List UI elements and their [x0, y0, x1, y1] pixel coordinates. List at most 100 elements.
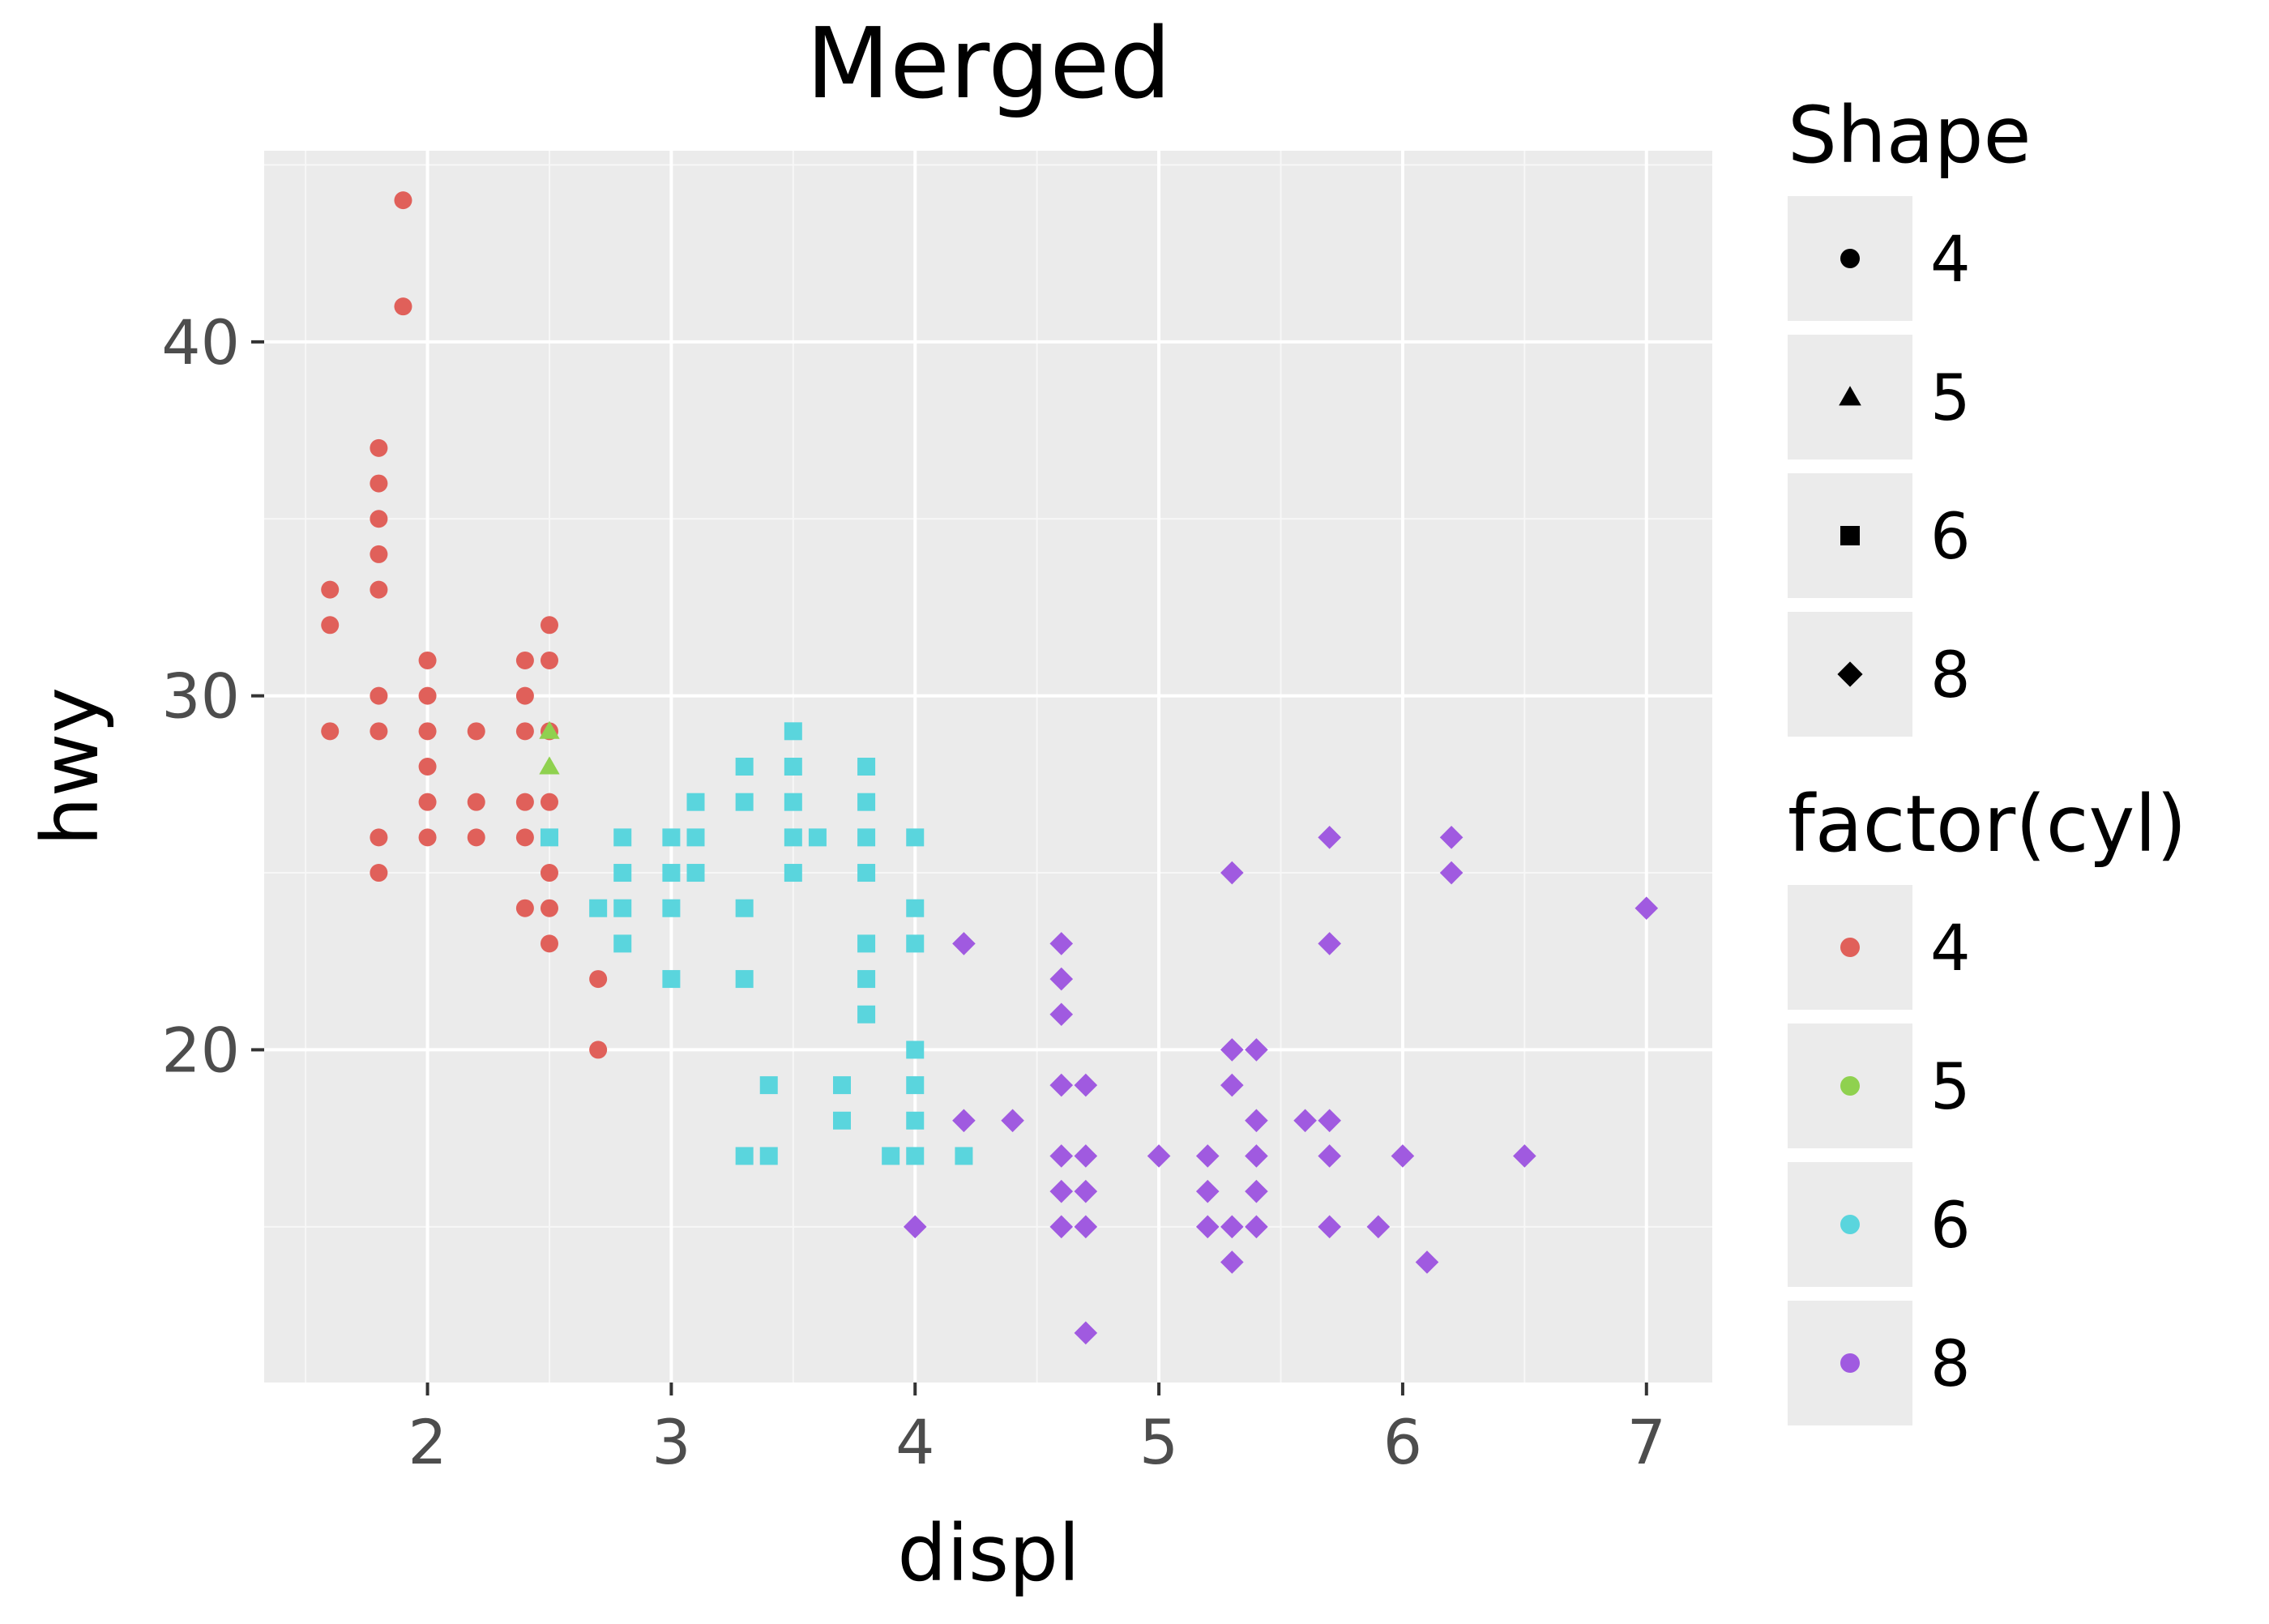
data-point-cyl-8: [1049, 1002, 1074, 1027]
legend-key-color: [1840, 1076, 1860, 1096]
data-point-cyl-4: [370, 580, 388, 599]
legend-label: 8: [1930, 1328, 1971, 1401]
data-point-cyl-8: [1318, 1215, 1341, 1239]
x-tick-label: 7: [1627, 1406, 1666, 1478]
data-point-cyl-6: [589, 899, 608, 917]
data-point-cyl-4: [394, 191, 412, 210]
legends: Shape 4 5 6 8 factor(cyl) 4 5 6 8: [1788, 90, 2186, 1425]
data-point-cyl-6: [662, 899, 681, 917]
y-tick-label: 30: [161, 660, 240, 733]
data-point-cyl-4: [370, 686, 388, 705]
data-point-cyl-4: [515, 686, 534, 705]
data-point-cyl-8: [952, 1109, 976, 1133]
data-point-cyl-6: [857, 1005, 876, 1024]
data-point-cyl-8: [1220, 1250, 1244, 1274]
legend-label: 5: [1930, 362, 1971, 435]
legend-label: 6: [1930, 1190, 1971, 1263]
data-point-cyl-6: [686, 793, 705, 811]
data-point-cyl-8: [1318, 826, 1341, 849]
data-point-cyl-6: [857, 970, 876, 989]
data-point-cyl-8: [1220, 1038, 1244, 1062]
data-point-cyl-8: [1049, 932, 1074, 955]
data-point-cyl-6: [808, 828, 827, 847]
data-points: [321, 191, 1659, 1345]
data-point-cyl-8: [1220, 861, 1244, 885]
data-point-cyl-4: [321, 580, 340, 599]
chart-title: Merged: [806, 8, 1172, 121]
x-tick-label: 5: [1139, 1406, 1178, 1478]
legend-key-color: [1840, 938, 1860, 957]
data-point-cyl-6: [735, 899, 754, 917]
legend-key-color: [1840, 1215, 1860, 1234]
data-point-cyl-8: [1318, 932, 1341, 955]
data-point-cyl-6: [759, 1147, 778, 1165]
data-point-cyl-4: [418, 758, 437, 776]
data-point-cyl-8: [1220, 1073, 1244, 1097]
data-point-cyl-6: [857, 758, 876, 776]
data-point-cyl-6: [540, 828, 558, 847]
data-point-cyl-6: [857, 864, 876, 883]
axes: 2 3 4 5 6 7 20 30 40: [161, 306, 1666, 1478]
data-point-cyl-6: [906, 934, 925, 953]
legend-title: factor(cyl): [1788, 779, 2186, 870]
legend-label: 8: [1930, 639, 1971, 712]
data-point-cyl-6: [784, 758, 802, 776]
data-point-cyl-4: [515, 722, 534, 741]
data-point-cyl-4: [515, 651, 534, 669]
data-point-cyl-4: [540, 793, 558, 811]
data-point-cyl-6: [857, 828, 876, 847]
data-point-cyl-8: [1415, 1250, 1439, 1274]
data-point-cyl-4: [370, 828, 388, 847]
data-point-cyl-6: [906, 1041, 925, 1059]
data-point-cyl-8: [1245, 1215, 1268, 1239]
data-point-cyl-6: [613, 828, 632, 847]
x-axis-label: displ: [897, 1508, 1079, 1599]
data-point-cyl-8: [1366, 1215, 1391, 1239]
y-axis-label: hwy: [25, 687, 116, 846]
data-point-cyl-6: [613, 934, 632, 953]
data-point-cyl-8: [1147, 1144, 1171, 1168]
x-tick-label: 2: [408, 1406, 447, 1478]
data-point-cyl-6: [784, 722, 802, 741]
data-point-cyl-5: [539, 756, 560, 775]
data-point-cyl-6: [784, 864, 802, 883]
data-point-cyl-6: [613, 899, 632, 917]
data-point-cyl-8: [1049, 1215, 1074, 1239]
data-point-cyl-4: [540, 934, 558, 953]
data-point-cyl-4: [418, 722, 437, 741]
data-point-cyl-8: [1439, 861, 1464, 885]
data-point-cyl-4: [370, 864, 388, 883]
legend-label: 6: [1930, 501, 1971, 574]
data-point-cyl-4: [418, 651, 437, 669]
data-point-cyl-6: [759, 1076, 778, 1095]
legend-label: 4: [1930, 224, 1971, 297]
data-point-cyl-6: [613, 864, 632, 883]
data-point-cyl-8: [952, 932, 976, 955]
plot-panel: [264, 151, 1712, 1383]
data-point-cyl-4: [515, 828, 534, 847]
data-point-cyl-4: [467, 722, 485, 741]
data-point-cyl-6: [906, 1147, 925, 1165]
y-tick-label: 20: [161, 1014, 240, 1086]
data-point-cyl-8: [1245, 1038, 1268, 1062]
data-point-cyl-4: [321, 722, 340, 741]
data-point-cyl-4: [540, 864, 558, 883]
x-tick-label: 6: [1383, 1406, 1422, 1478]
data-point-cyl-6: [784, 793, 802, 811]
legend-key-circle: [1840, 249, 1860, 268]
data-point-cyl-8: [1318, 1144, 1341, 1168]
data-point-cyl-4: [418, 828, 437, 847]
data-point-cyl-8: [1074, 1073, 1098, 1097]
data-point-cyl-8: [1245, 1144, 1268, 1168]
data-point-cyl-8: [1049, 1073, 1074, 1097]
legend-label: 5: [1930, 1051, 1971, 1124]
data-point-cyl-4: [370, 474, 388, 493]
data-point-cyl-6: [686, 828, 705, 847]
legend-title: Shape: [1788, 90, 2032, 181]
data-point-cyl-6: [662, 828, 681, 847]
data-point-cyl-4: [515, 899, 534, 917]
data-point-cyl-8: [1220, 1215, 1244, 1239]
data-point-cyl-6: [735, 1147, 754, 1165]
